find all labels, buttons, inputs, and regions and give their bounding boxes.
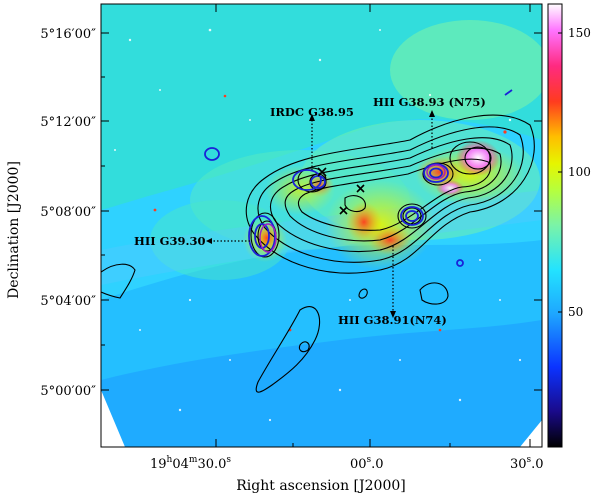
blue-contours — [204, 89, 513, 267]
image-panel: IRDC G38.95 HII G38.93 (N75) HII G39.30 … — [101, 4, 542, 447]
colorbar: 150 100 50 — [547, 3, 591, 448]
annotation-labels: IRDC G38.95 HII G38.93 (N75) HII G39.30 … — [134, 95, 486, 327]
x-tick-label-1: 19h04m30.0s — [150, 455, 231, 472]
colorbar-gradient — [547, 3, 563, 448]
label-irdc-g38-95: IRDC G38.95 — [270, 105, 354, 119]
tick-marks — [101, 4, 542, 447]
label-hii-g39-30: HII G39.30 — [134, 234, 205, 248]
x-axis-title: Right ascension [J2000] — [236, 478, 405, 494]
black-contours — [101, 114, 535, 393]
x-tick-label-2: 00s.0 — [350, 455, 384, 472]
colorbar-tick-label: 150 — [568, 26, 591, 40]
y-tick-label: 5°04′00″ — [40, 294, 96, 309]
colorbar-tick-label: 50 — [568, 305, 583, 319]
colorbar-tick-label: 100 — [568, 165, 591, 179]
plot-frame — [100, 3, 543, 448]
y-axis-title: Declination [J2000] — [6, 161, 22, 299]
purple-contours — [259, 164, 446, 253]
annotation-arrows — [210, 115, 433, 312]
y-tick-labels: 5°16′00″ 5°12′00″ 5°08′00″ 5°04′00″ 5°00… — [40, 27, 96, 399]
y-tick-label: 5°16′00″ — [40, 27, 96, 42]
arrow-heads — [206, 110, 435, 318]
cross-markers — [317, 167, 365, 215]
y-tick-label: 5°08′00″ — [40, 205, 96, 220]
x-tick-labels: 19h04m30.0s 00s.0 30s.0 — [150, 455, 544, 472]
label-hii-g38-91: HII G38.91(N74) — [338, 313, 447, 327]
x-tick-label-3: 30s.0 — [510, 455, 544, 472]
y-tick-label: 5°00′00″ — [40, 384, 96, 399]
label-hii-g38-93: HII G38.93 (N75) — [373, 95, 486, 109]
y-tick-label: 5°12′00″ — [40, 115, 96, 130]
